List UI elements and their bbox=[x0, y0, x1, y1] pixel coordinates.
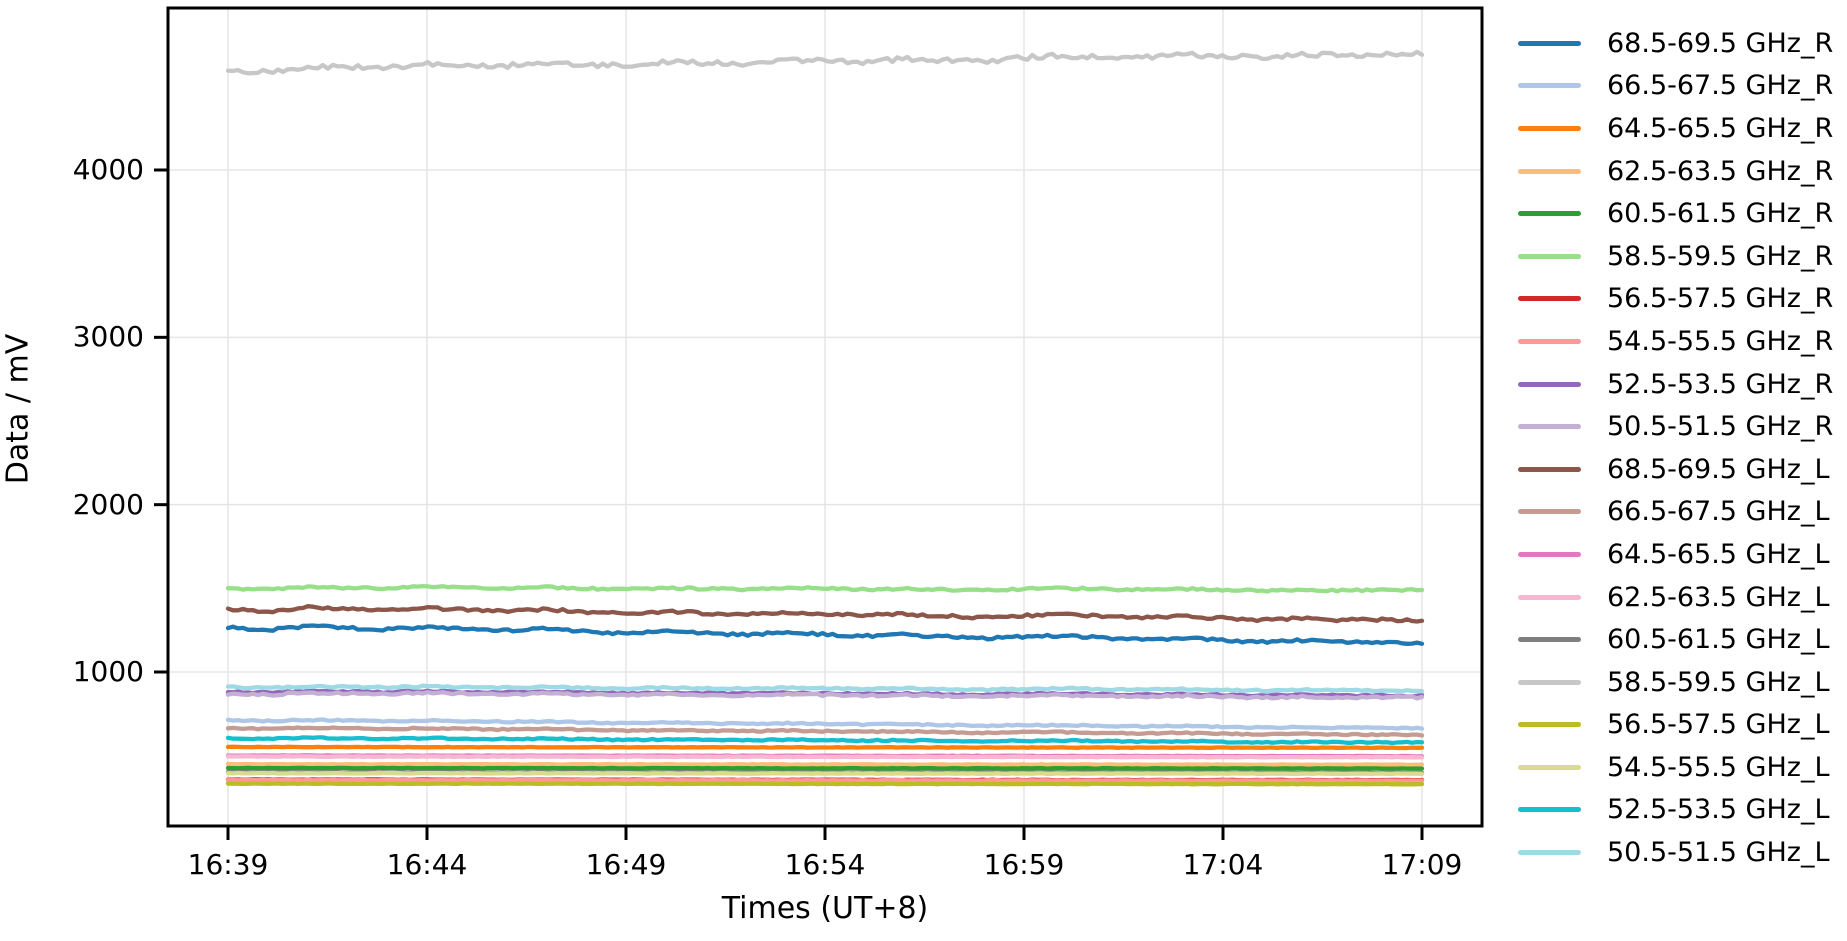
series-line-1 bbox=[225, 623, 1425, 646]
legend-label: 56.5-57.5 GHz_R bbox=[1607, 283, 1834, 315]
legend-swatch bbox=[1518, 125, 1581, 131]
legend-swatch bbox=[1518, 466, 1581, 472]
legend-item: 66.5-67.5 GHz_L bbox=[1518, 491, 1833, 534]
legend-label: 64.5-65.5 GHz_R bbox=[1607, 112, 1834, 144]
series-line-3 bbox=[225, 744, 1425, 751]
y-axis-title: Data / mV bbox=[0, 333, 36, 485]
legend-item: 50.5-51.5 GHz_L bbox=[1518, 831, 1833, 874]
legend: 68.5-69.5 GHz_R 66.5-67.5 GHz_R 64.5-65.5 … bbox=[1518, 22, 1833, 874]
series-line-10 bbox=[225, 690, 1425, 701]
legend-swatch bbox=[1518, 424, 1581, 430]
legend-label: 50.5-51.5 GHz_L bbox=[1607, 837, 1830, 869]
series-line-4 bbox=[225, 761, 1425, 768]
series-line-19 bbox=[225, 735, 1425, 746]
legend-item: 68.5-69.5 GHz_R bbox=[1518, 22, 1833, 65]
legend-label: 52.5-53.5 GHz_L bbox=[1607, 794, 1830, 826]
legend-item: 64.5-65.5 GHz_R bbox=[1518, 107, 1833, 150]
y-tick-label: 1000 bbox=[72, 655, 144, 688]
legend-label: 66.5-67.5 GHz_L bbox=[1607, 496, 1830, 528]
x-tick-label: 17:04 bbox=[1182, 848, 1264, 881]
y-tick-label: 3000 bbox=[72, 320, 144, 354]
x-tick-label: 16:44 bbox=[386, 848, 468, 881]
x-axis-title: Times (UT+8) bbox=[721, 891, 929, 926]
legend-item: 62.5-63.5 GHz_R bbox=[1518, 150, 1833, 193]
legend-item: 56.5-57.5 GHz_L bbox=[1518, 704, 1833, 747]
legend-swatch bbox=[1518, 594, 1581, 600]
legend-label: 58.5-59.5 GHz_R bbox=[1607, 240, 1834, 272]
legend-item: 62.5-63.5 GHz_L bbox=[1518, 576, 1833, 619]
legend-swatch bbox=[1518, 637, 1581, 643]
legend-item: 56.5-57.5 GHz_R bbox=[1518, 278, 1833, 321]
legend-item: 50.5-51.5 GHz_R bbox=[1518, 405, 1833, 448]
legend-swatch bbox=[1518, 168, 1581, 174]
legend-swatch bbox=[1518, 338, 1581, 344]
legend-swatch bbox=[1518, 722, 1581, 728]
legend-label: 54.5-55.5 GHz_L bbox=[1607, 751, 1830, 783]
x-tick-label: 17:09 bbox=[1381, 848, 1463, 881]
legend-label: 50.5-51.5 GHz_R bbox=[1607, 411, 1834, 443]
legend-swatch bbox=[1518, 83, 1581, 89]
legend-label: 54.5-55.5 GHz_R bbox=[1607, 325, 1834, 357]
legend-swatch bbox=[1518, 509, 1581, 515]
legend-label: 62.5-63.5 GHz_L bbox=[1607, 581, 1830, 613]
legend-item: 68.5-69.5 GHz_L bbox=[1518, 448, 1833, 491]
legend-swatch bbox=[1518, 40, 1581, 46]
legend-item: 54.5-55.5 GHz_L bbox=[1518, 746, 1833, 789]
y-tick-label: 2000 bbox=[72, 487, 144, 521]
legend-swatch bbox=[1518, 679, 1581, 685]
legend-label: 56.5-57.5 GHz_L bbox=[1607, 709, 1830, 741]
y-tick-label: 4000 bbox=[72, 153, 144, 186]
legend-label: 62.5-63.5 GHz_R bbox=[1607, 155, 1834, 187]
legend-item: 60.5-61.5 GHz_R bbox=[1518, 192, 1833, 235]
legend-swatch bbox=[1518, 381, 1581, 387]
series-line-16 bbox=[225, 49, 1425, 76]
legend-item: 64.5-65.5 GHz_L bbox=[1518, 533, 1833, 576]
legend-label: 58.5-59.5 GHz_L bbox=[1607, 666, 1830, 698]
legend-label: 52.5-53.5 GHz_R bbox=[1607, 368, 1834, 400]
legend-label: 60.5-61.5 GHz_L bbox=[1607, 624, 1830, 656]
x-tick-label: 16:59 bbox=[983, 848, 1065, 881]
legend-item: 58.5-59.5 GHz_L bbox=[1518, 661, 1833, 704]
legend-label: 66.5-67.5 GHz_R bbox=[1607, 70, 1834, 102]
legend-item: 54.5-55.5 GHz_R bbox=[1518, 320, 1833, 363]
x-tick-label: 16:54 bbox=[784, 848, 866, 881]
legend-item: 60.5-61.5 GHz_L bbox=[1518, 618, 1833, 661]
legend-swatch bbox=[1518, 211, 1581, 217]
series-line-2 bbox=[225, 717, 1425, 731]
series-line-12 bbox=[225, 725, 1425, 738]
x-tick-label: 16:39 bbox=[187, 848, 269, 881]
legend-label: 60.5-61.5 GHz_R bbox=[1607, 198, 1834, 230]
legend-label: 68.5-69.5 GHz_L bbox=[1607, 453, 1830, 485]
legend-swatch bbox=[1518, 807, 1581, 813]
legend-label: 68.5-69.5 GHz_R bbox=[1607, 27, 1834, 59]
series-line-20 bbox=[225, 683, 1425, 694]
legend-swatch bbox=[1518, 296, 1581, 302]
legend-swatch bbox=[1518, 850, 1581, 856]
legend-swatch bbox=[1518, 253, 1581, 259]
x-tick-label: 16:49 bbox=[585, 848, 667, 881]
legend-swatch bbox=[1518, 551, 1581, 557]
series-line-8 bbox=[225, 777, 1425, 783]
legend-swatch bbox=[1518, 764, 1581, 770]
series-line-6 bbox=[225, 583, 1425, 594]
series-line-11 bbox=[225, 604, 1425, 624]
series-line-5 bbox=[225, 765, 1425, 771]
series-line-18 bbox=[225, 770, 1425, 777]
series-line-17 bbox=[225, 781, 1425, 787]
legend-item: 52.5-53.5 GHz_R bbox=[1518, 363, 1833, 406]
legend-item: 58.5-59.5 GHz_R bbox=[1518, 235, 1833, 278]
legend-item: 66.5-67.5 GHz_R bbox=[1518, 65, 1833, 108]
legend-label: 64.5-65.5 GHz_L bbox=[1607, 538, 1830, 570]
series-line-14 bbox=[225, 754, 1425, 760]
legend-item: 52.5-53.5 GHz_L bbox=[1518, 789, 1833, 832]
